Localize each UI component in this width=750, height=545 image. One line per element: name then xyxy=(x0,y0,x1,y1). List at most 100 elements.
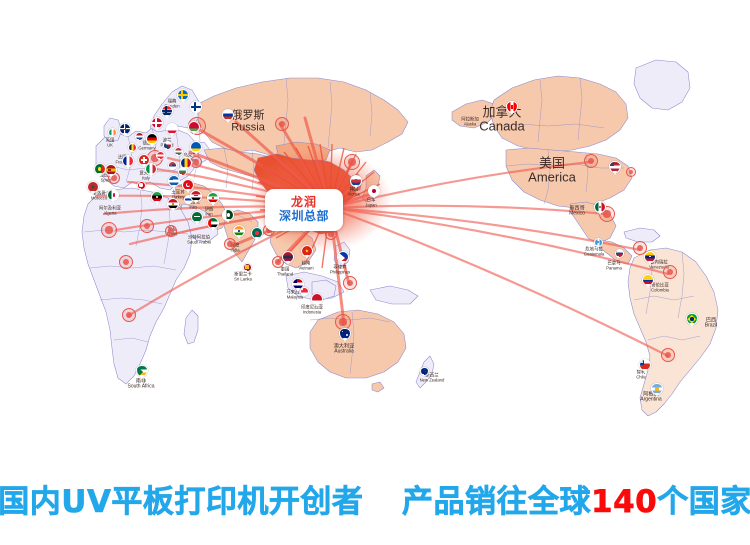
flag-pin-spain[interactable] xyxy=(105,164,117,178)
flag-pin-india[interactable] xyxy=(233,225,245,239)
flag-pin-canada[interactable] xyxy=(506,101,518,115)
flag-pin-russia[interactable] xyxy=(222,109,234,123)
flag-pin-colombia[interactable] xyxy=(642,274,654,288)
flag-pin-serbia[interactable] xyxy=(167,160,177,172)
flag-pin-poland[interactable] xyxy=(166,123,178,137)
flag-pin-hungary[interactable] xyxy=(173,146,183,158)
pin-tail xyxy=(176,153,179,157)
pin-tail xyxy=(296,287,300,292)
flag-pin-uae[interactable] xyxy=(207,217,219,231)
flag-pin-belgium[interactable] xyxy=(127,142,137,154)
flag-pin-bangladesh[interactable] xyxy=(251,227,263,241)
pin-tail xyxy=(170,132,174,137)
flag-pin-usa[interactable] xyxy=(609,161,621,175)
pin-tail xyxy=(194,199,198,204)
flag-pin-philippines[interactable] xyxy=(337,251,349,265)
pin-tail xyxy=(110,134,113,138)
flag-pin-argentina[interactable] xyxy=(651,383,663,397)
flag-pin-venezuela[interactable] xyxy=(644,251,656,265)
bottom-banner: 国内UV平板打印机开创者 产品销往全球140个国家 xyxy=(0,452,750,545)
flag-pin-france[interactable] xyxy=(122,155,134,169)
flag-pin-japan[interactable] xyxy=(368,185,380,199)
flag-pin-ireland[interactable] xyxy=(107,127,117,139)
land-madagascar xyxy=(183,309,199,345)
flag-pin-austria[interactable] xyxy=(155,150,165,162)
flag-pin-brazil[interactable] xyxy=(686,313,698,327)
flag-pin-libya[interactable] xyxy=(151,191,163,205)
pin-tail xyxy=(422,373,425,377)
pin-tail xyxy=(211,226,215,231)
pin-tail xyxy=(192,130,196,135)
flag-pin-portugal[interactable] xyxy=(94,163,106,177)
pin-tail xyxy=(598,210,602,215)
flag-pin-iran[interactable] xyxy=(207,192,219,206)
pin-tail xyxy=(341,260,345,265)
flag-pin-denmark[interactable] xyxy=(151,117,163,131)
pin-tail xyxy=(180,173,183,177)
world-map: 加拿大 Canada 美国 America 俄罗斯 Russia 墨西哥 Mexico 阿拉斯加… xyxy=(81,59,719,417)
flag-pin-egypt[interactable] xyxy=(167,198,179,212)
flag-pin-turkey[interactable] xyxy=(182,179,194,193)
pin-tail xyxy=(170,167,173,171)
flag-pin-panama[interactable] xyxy=(614,248,624,260)
pin-tail xyxy=(255,236,259,241)
headquarters-callout[interactable]: 龙润 深圳总部 xyxy=(265,189,343,231)
flag-pin-switzerland[interactable] xyxy=(138,154,150,168)
flag-pin-morocco[interactable] xyxy=(87,181,99,195)
trade-route xyxy=(328,206,670,358)
flag-pin-australia[interactable] xyxy=(339,328,351,342)
flag-pin-chile[interactable] xyxy=(639,359,651,373)
pin-tail xyxy=(109,173,113,178)
flag-pin-finland[interactable] xyxy=(190,101,202,115)
hub-company-name: 龙润 xyxy=(290,195,317,210)
pin-tail xyxy=(315,302,319,307)
pin-tail xyxy=(165,147,168,151)
flag-pin-indonesia[interactable] xyxy=(311,293,323,307)
land-usa xyxy=(505,147,633,209)
flag-pin-czech[interactable] xyxy=(162,140,172,152)
flag-pin-vietnam[interactable] xyxy=(301,245,313,259)
flag-pin-sweden[interactable] xyxy=(177,89,189,103)
pin-tail xyxy=(354,184,358,189)
flag-pin-guatemala[interactable] xyxy=(593,237,603,249)
pin-tail xyxy=(181,98,185,103)
pin-tail xyxy=(237,234,241,239)
flag-pin-netherlands[interactable] xyxy=(134,131,144,143)
land-greenland xyxy=(633,59,691,111)
land-africa xyxy=(81,187,193,385)
flag-pin-ukraine[interactable] xyxy=(190,141,202,155)
flag-pin-srilanka[interactable] xyxy=(242,262,252,274)
pin-tail xyxy=(139,187,142,191)
flag-pin-germany[interactable] xyxy=(146,133,158,147)
pin-tail xyxy=(596,244,599,248)
flag-pin-thailand[interactable] xyxy=(282,251,294,265)
flag-pin-greece[interactable] xyxy=(168,175,180,189)
flag-pin-mexico[interactable] xyxy=(594,201,606,215)
pin-tail xyxy=(186,201,189,205)
flag-pin-iraq[interactable] xyxy=(190,190,202,204)
flag-pin-pakistan[interactable] xyxy=(222,209,234,223)
flag-pin-italy[interactable] xyxy=(145,163,157,177)
flag-pin-singapore[interactable] xyxy=(299,286,309,298)
pin-tail xyxy=(617,255,620,259)
flag-disc xyxy=(651,383,663,395)
flag-pin-tunisia[interactable] xyxy=(136,180,146,192)
flag-pin-uk[interactable] xyxy=(119,123,131,137)
pin-tail xyxy=(510,110,514,115)
flag-pin-newzealand[interactable] xyxy=(419,366,429,378)
flag-pin-belarus[interactable] xyxy=(188,121,200,135)
flag-pin-southafrica[interactable] xyxy=(136,365,148,379)
flag-pin-korea[interactable] xyxy=(350,175,362,189)
pin-tail xyxy=(613,170,617,175)
flag-pin-saudi[interactable] xyxy=(191,211,203,225)
flag-pin-norway[interactable] xyxy=(161,105,173,119)
pin-tail xyxy=(165,114,169,119)
flag-disc xyxy=(136,365,148,377)
hub-location-name: 深圳总部 xyxy=(278,209,329,223)
land-australia xyxy=(309,309,407,379)
pin-tail xyxy=(155,200,159,205)
map-svg xyxy=(81,59,719,417)
flag-pin-bulgaria[interactable] xyxy=(177,166,187,178)
land-southamerica xyxy=(627,247,719,417)
flag-pin-algeria[interactable] xyxy=(107,189,119,203)
